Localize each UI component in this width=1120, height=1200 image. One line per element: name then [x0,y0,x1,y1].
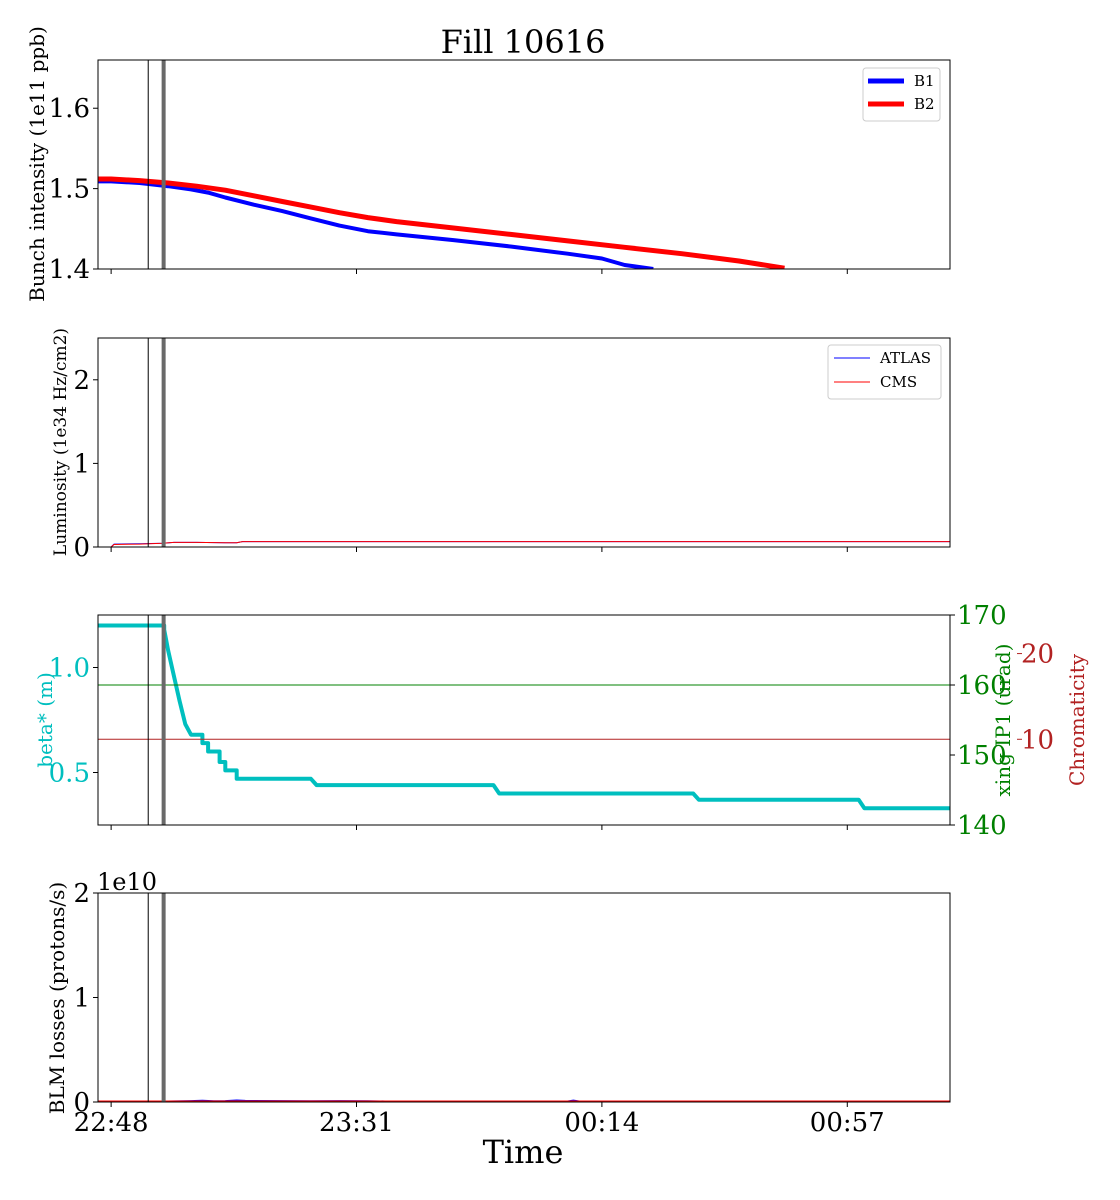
x-tick-label: 00:57 [810,1108,885,1138]
figure-title: Fill 10616 [441,23,606,61]
luminosity-series-cms [98,541,950,547]
legend-intensity: B1 B2 [862,67,941,122]
xing-tick-label: 160 [957,671,1007,701]
legend-luminosity: ATLAS CMS [827,344,942,400]
x-tick-label: 00:14 [564,1108,639,1138]
x-tick-label: 23:31 [319,1108,394,1138]
y-tick-label: 0 [73,533,90,563]
chroma-ylabel: Chromaticity [1065,653,1089,786]
xing-tick-label: 150 [957,741,1007,771]
legend-cms-label: CMS [880,373,917,391]
luminosity-axes-frame [97,337,951,548]
y-tick-label: 0.5 [49,759,90,789]
intensity-axes-frame [97,59,951,270]
luminosity-ylabel: Luminosity (1e34 Hz/cm2) [51,328,71,556]
legend-atlas-label: ATLAS [879,349,931,367]
chroma-tick-label: 10 [1021,725,1054,755]
beta-ylabel: beta* (m) [33,672,57,768]
y-tick-label: 1.0 [49,654,90,684]
y-tick-label: 2 [73,366,90,396]
blm-ylabel: BLM losses (protons/s) [45,882,69,1114]
x-tick-label: 22:48 [74,1108,149,1138]
y-tick-label: 1 [73,984,90,1014]
intensity-ylabel: Bunch intensity (1e11 ppb) [25,26,49,302]
intensity-series-b1 [98,179,654,269]
optics-axes-frame [97,614,951,826]
blm-offset-text: 1e10 [97,868,157,896]
optics-series-group [98,623,950,811]
legend-b1-label: B1 [914,72,935,90]
panel-intensity: 1.4 1.5 1.6 Bunch intensity (1e11 ppb) B1 … [25,26,951,302]
xing-tick-label: 170 [957,601,1007,631]
x-axis-label: Time [483,1133,564,1171]
panel-blm: 0 1 2 BLM losses (protons/s) 1e10 [45,868,951,1118]
panel-optics: 0.5 1.0 140 150 160 170 10 20 beta* (m) xing IP… [33,601,1089,841]
y-tick-label: 0 [73,1088,90,1118]
luminosity-series-group [98,541,950,547]
optics-series-beta- [98,623,950,811]
y-tick-label: 1.6 [49,94,90,124]
chroma-tick-label: 20 [1021,640,1054,670]
panel-luminosity: 0 1 2 Luminosity (1e34 Hz/cm2) ATLAS CMS [51,328,951,563]
legend-b2-label: B2 [914,95,935,113]
intensity-series-group [98,176,785,269]
y-tick-label: 1.4 [49,255,90,285]
xing-ylabel: xing IP1 (urad) [991,644,1015,797]
xing-tick-label: 140 [957,811,1007,841]
y-tick-label: 2 [73,879,90,909]
y-tick-label: 1.5 [49,175,90,205]
y-tick-label: 1 [73,449,90,479]
intensity-series-b2 [98,176,785,269]
blm-axes-frame [97,892,951,1103]
